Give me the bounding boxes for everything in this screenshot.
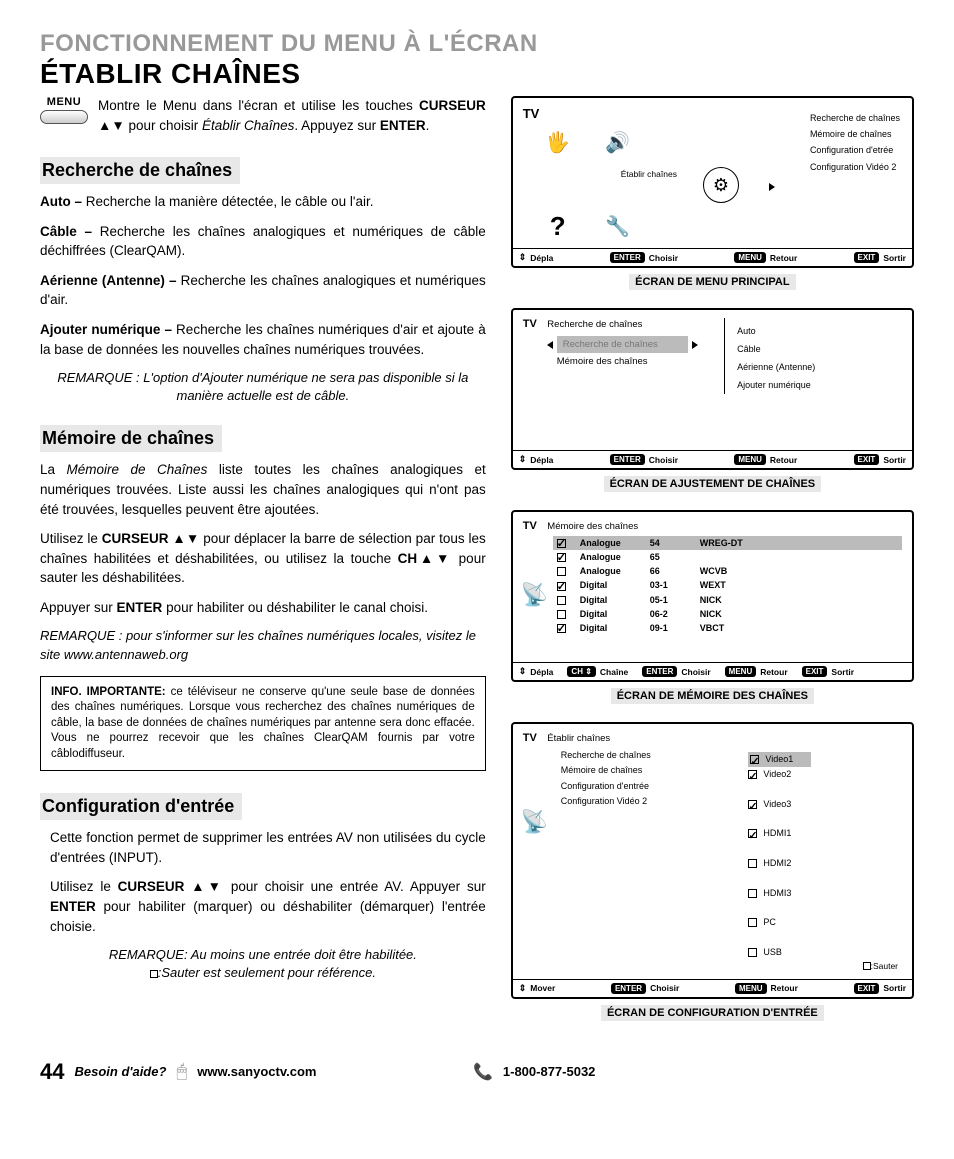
para-cfg1: Cette fonction permet de supprimer les e… [40,828,486,867]
para-mem3: Appuyer sur ENTER pour habiliter ou désh… [40,598,486,618]
note-mem: REMARQUE : pour s'informer sur les chaîn… [40,627,486,663]
section-heading-memoire: Mémoire de chaînes [40,425,222,452]
screen-memory: TV Mémoire des chaînes 📡 Analogue54WREG-… [511,510,914,682]
footer-phone: 1-800-877-5032 [503,1064,596,1079]
section-heading-config: Configuration d'entrée [40,793,242,820]
note-ajouter: REMARQUE : L'option d'Ajouter numérique … [40,369,486,405]
para-mem2: Utilisez le CURSEUR ▲▼ pour déplacer la … [40,529,486,588]
screen-config: TV Établir chaînes 📡 Recherche de chaîne… [511,722,914,999]
para-auto: Auto – Recherche la manière détectée, le… [40,192,486,212]
phone-icon: 📞 [473,1062,493,1082]
para-ajouter: Ajouter numérique – Recherche les chaîne… [40,320,486,359]
footer-url: www.sanyoctv.com [197,1064,316,1079]
para-cfg2: Utilisez le CURSEUR ▲▼ pour choisir une … [40,877,486,936]
left-column: MENU Montre le Menu dans l'écran et util… [40,96,486,1039]
caption-adjust: ÉCRAN DE AJUSTEMENT DE CHAÎNES [604,476,822,492]
picture-icon: 🖐 [541,127,575,157]
help-icon: ? [541,211,575,241]
satellite-icon: 📡 [521,809,548,835]
note-cfg: REMARQUE: Au moins une entrée doit être … [40,946,486,982]
footer: 44 Besoin d'aide? 🖱 www.sanyoctv.com 📞 1… [40,1059,914,1085]
setup-icon: ⚙ [703,167,739,203]
para-antenne: Aérienne (Antenne) – Recherche les chaîn… [40,271,486,310]
menu-button-graphic: MENU [40,96,88,124]
satellite-icon: 📡 [521,582,548,608]
page-title: ÉTABLIR CHAÎNES [40,58,914,90]
para-cable: Câble – Recherche les chaînes analogique… [40,222,486,261]
screen-main-menu: TV Recherche de chaînes Mémoire de chaîn… [511,96,914,268]
section-heading-recherche: Recherche de chaînes [40,157,240,184]
intro-text: Montre le Menu dans l'écran et utilise l… [98,96,486,135]
caption-memory: ÉCRAN DE MÉMOIRE DES CHAÎNES [611,688,814,704]
tools-icon: 🔧 [601,211,635,241]
right-column: TV Recherche de chaînes Mémoire de chaîn… [511,96,914,1039]
caption-main: ÉCRAN DE MENU PRINCIPAL [629,274,795,290]
screen-adjust: TV Recherche de chaînes Recherche de cha… [511,308,914,470]
caption-config: ÉCRAN DE CONFIGURATION D'ENTRÉE [601,1005,824,1021]
page-number: 44 [40,1059,64,1085]
mouse-icon: 🖱 [176,1061,187,1082]
help-text: Besoin d'aide? [74,1064,166,1079]
info-box: INFO. IMPORTANTE: ce téléviseur ne conse… [40,676,486,772]
para-mem1: La Mémoire de Chaînes liste toutes les c… [40,460,486,519]
sound-icon: 🔊 [601,127,635,157]
page-header: FONCTIONNEMENT DU MENU À L'ÉCRAN [40,30,914,58]
screen-bar: ⇕Dépla ENTERChoisir MENURetour EXITSorti… [513,248,912,266]
